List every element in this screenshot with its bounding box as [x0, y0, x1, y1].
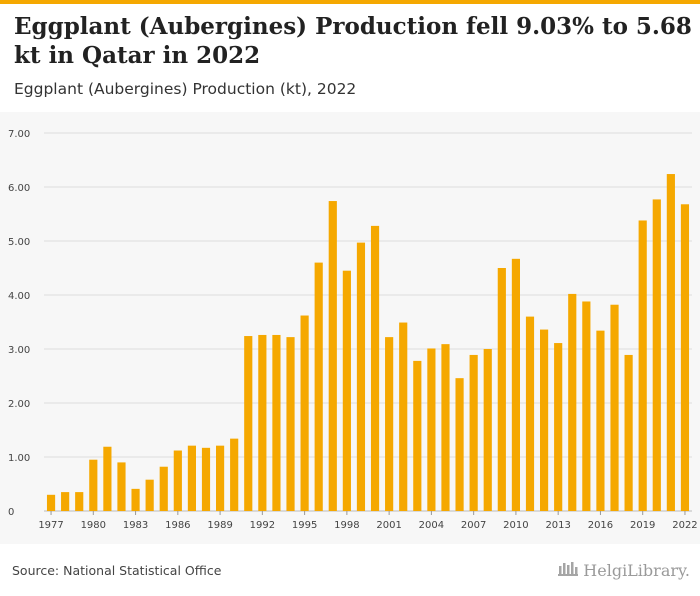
bar: [314, 262, 323, 511]
bar: [117, 462, 126, 511]
bar: [483, 349, 492, 511]
y-tick-label: 1.00: [8, 453, 30, 464]
bar: [258, 334, 267, 511]
brand-name: HelgiLibrary.: [583, 560, 690, 580]
bar: [201, 447, 211, 511]
x-tick-label: 2013: [545, 520, 570, 531]
bar-chart: 0 1.00 2.00 3.00 4.00 5.00 6.00 7.00 1977 1980 198…: [8, 129, 698, 531]
bar: [582, 301, 591, 511]
source-note: Source: National Statistical Office: [12, 563, 222, 578]
bar: [300, 315, 309, 511]
bar: [511, 258, 520, 511]
y-tick-label: 3.00: [8, 345, 30, 356]
bar: [61, 492, 70, 511]
y-tick-label: 4.00: [8, 291, 30, 302]
bar: [187, 445, 196, 511]
bar: [328, 201, 337, 511]
bar: [173, 450, 182, 511]
brand-logo: HelgiLibrary.: [557, 560, 690, 580]
bar: [145, 479, 154, 511]
bar: [497, 268, 506, 511]
x-tick-label: 2016: [588, 520, 613, 531]
accent-bar: [0, 0, 700, 4]
chart-subtitle: Eggplant (Aubergines) Production (kt), 2…: [14, 80, 357, 98]
bar: [370, 225, 380, 511]
bar: [216, 445, 225, 511]
bar: [230, 438, 239, 511]
x-tick-label: 1986: [165, 520, 190, 531]
bar: [46, 494, 56, 511]
bar: [244, 336, 253, 511]
bar: [680, 204, 690, 511]
bar: [554, 343, 563, 511]
y-tick-label: 2.00: [8, 399, 30, 410]
bar: [272, 334, 281, 511]
x-tick-label: 2007: [461, 520, 486, 531]
y-tick-label: 0: [8, 507, 14, 518]
x-tick-label: 1980: [81, 520, 106, 531]
chart-area: 0 1.00 2.00 3.00 4.00 5.00 6.00 7.00 1977 1980 198…: [0, 112, 700, 544]
bar: [540, 329, 549, 511]
bar: [568, 293, 577, 511]
bar: [427, 348, 436, 511]
library-icon: [557, 560, 579, 580]
y-tick-label: 6.00: [8, 183, 30, 194]
x-tick-label: 2004: [419, 520, 444, 531]
bar: [286, 337, 295, 511]
bar: [75, 492, 84, 511]
y-tick-label: 7.00: [8, 129, 30, 140]
x-tick-label: 2001: [376, 520, 401, 531]
bar: [652, 199, 661, 512]
x-tick-label: 1998: [334, 520, 359, 531]
bar: [159, 466, 168, 511]
bar: [89, 459, 98, 511]
bar: [131, 488, 140, 511]
x-tick-label: 1989: [207, 520, 232, 531]
bar: [413, 360, 422, 511]
bar: [441, 344, 450, 511]
bar: [103, 446, 112, 511]
bar: [385, 337, 394, 511]
x-tick-label: 1983: [123, 520, 148, 531]
page-title: Eggplant (Aubergines) Production fell 9.…: [14, 13, 692, 69]
x-tick-label: 1992: [250, 520, 275, 531]
bar: [342, 270, 351, 511]
x-tick-label: 1977: [38, 520, 63, 531]
x-tick-label: 2010: [503, 520, 528, 531]
x-tick-label: 2022: [672, 520, 697, 531]
bar: [356, 242, 366, 511]
bar: [666, 174, 675, 511]
bar: [469, 354, 478, 511]
x-tick-label: 1995: [292, 520, 317, 531]
bar: [610, 304, 619, 511]
x-tick-label: 2019: [630, 520, 655, 531]
bar: [525, 316, 535, 511]
y-tick-label: 5.00: [8, 237, 30, 248]
bar: [399, 322, 408, 511]
bar: [624, 354, 633, 511]
bar: [455, 378, 464, 511]
bar: [596, 330, 605, 511]
bar: [638, 220, 647, 511]
